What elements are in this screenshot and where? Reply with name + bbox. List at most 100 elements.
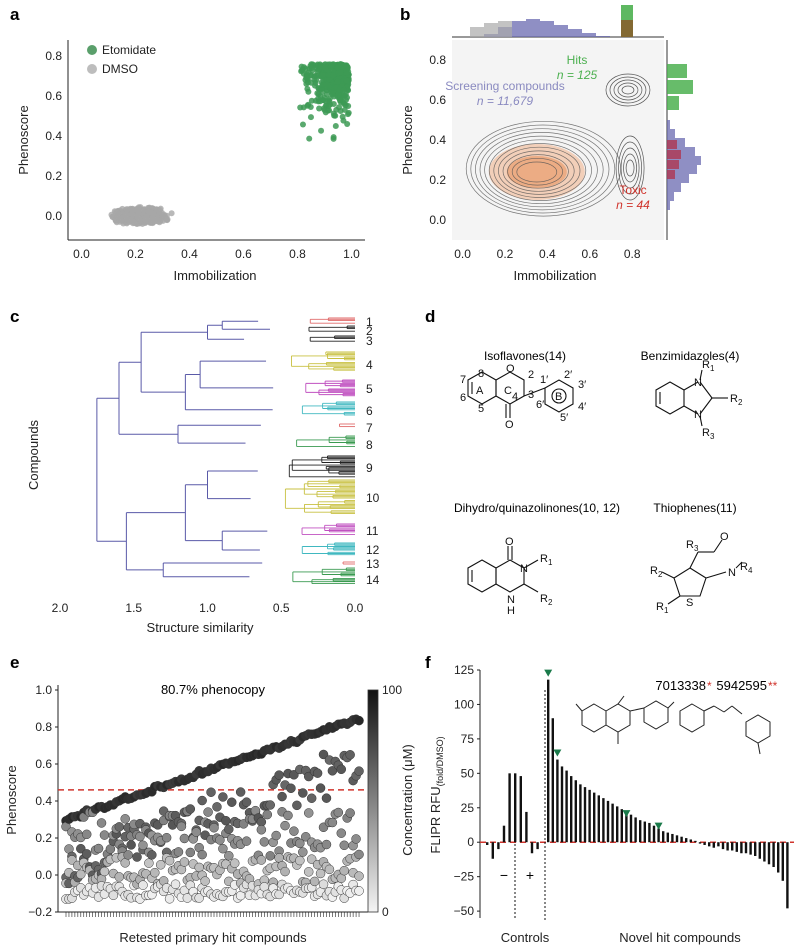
etomidate-point [307, 114, 314, 121]
e-point [333, 807, 344, 818]
svg-text:B: B [555, 391, 562, 403]
c-xtick-label: 1.0 [199, 601, 216, 615]
f-hit-bar [602, 798, 605, 843]
a-ytick-label: 0.6 [45, 89, 62, 103]
e-point [132, 852, 142, 862]
f-compound-2-label: 5942595 [716, 678, 767, 693]
e-point [339, 865, 349, 876]
b-right-histogram [667, 64, 701, 210]
f-hit-bar [588, 789, 591, 843]
f-ytick-label: 0 [467, 835, 474, 849]
e-ytick-label: 0.4 [35, 794, 52, 808]
e-point [339, 840, 349, 851]
e-point [114, 822, 125, 832]
panel-label-f: f [425, 653, 431, 672]
f-hit-bar [648, 822, 651, 843]
e-point [303, 867, 314, 877]
f-compound-1-star: * [707, 679, 712, 693]
e-point [76, 869, 86, 880]
etomidate-point [311, 82, 318, 89]
e-point [321, 793, 332, 803]
etomidate-point [342, 102, 349, 109]
screening-contour [511, 157, 563, 186]
etomidate-point [316, 105, 323, 112]
e-point [351, 834, 361, 844]
etomidate-point [337, 96, 344, 103]
b-contours [465, 73, 651, 217]
screening-contour [488, 139, 592, 201]
e-xticks [65, 912, 360, 917]
right-hist-bar-hits [667, 96, 679, 110]
etomidate-point [298, 67, 305, 74]
right-hist-bar-toxic [667, 140, 677, 149]
b-ytick-label: 0.8 [429, 53, 446, 67]
toxic-contour [625, 159, 635, 177]
top-hist-bar-screening [512, 21, 526, 37]
etomidate-point [319, 72, 326, 79]
dmso-point [168, 210, 175, 217]
etomidate-point [319, 81, 326, 88]
e-point [120, 814, 130, 824]
f-hit-bar [767, 842, 771, 865]
e-point [256, 825, 267, 835]
top-hist-bar-toxic [621, 20, 633, 37]
quinazolinone-structure [467, 546, 539, 593]
svg-text:N: N [520, 563, 528, 575]
f-hit-bar [680, 836, 683, 843]
e-point [191, 827, 201, 837]
f-ytick-label: 125 [454, 663, 474, 677]
b-toxic-label: Toxic [619, 183, 646, 197]
e-point [221, 815, 231, 826]
etomidate-point [330, 110, 337, 117]
e-point [114, 872, 125, 882]
svg-text:A: A [476, 385, 484, 397]
panel-label-e: e [10, 653, 19, 672]
e-point [194, 893, 204, 903]
f-yticks: 125 100 75 50 25 0 −25 −50 [454, 663, 480, 918]
dmso-point [126, 218, 133, 225]
f-compound-1-label: 7013338 [655, 678, 706, 693]
svg-text:2: 2 [528, 369, 534, 381]
c-xtick-label: 2.0 [52, 601, 69, 615]
f-hit-bar [726, 842, 729, 851]
panel-label-b: b [400, 5, 410, 24]
f-bars [486, 669, 789, 909]
e-title: 80.7% phenocopy [161, 682, 266, 697]
b-hits-label: Hits [567, 53, 588, 67]
panel-d-structures: Isoflavones(14) Benzimidazoles(4) Dihydr… [454, 349, 753, 617]
a-ytick-label: 0.2 [45, 169, 62, 183]
f-hit-bar [781, 842, 784, 881]
f-hit-bar [749, 842, 752, 855]
e-point [241, 836, 252, 846]
panel-a-scatter: 0.0 0.2 0.4 0.6 0.8 1.0 0.0 0.2 0.4 0.6 0.8 Immobi… [16, 40, 365, 283]
d-benzimidazoles-label: Benzimidazoles(4) [641, 349, 740, 363]
e-point [147, 850, 157, 860]
e-point [99, 866, 110, 877]
e-colorbar-bottom: 0 [382, 905, 389, 919]
e-point [155, 860, 166, 870]
e-point [123, 850, 133, 860]
dmso-point [159, 214, 166, 221]
e-point [321, 839, 332, 850]
panel-label-d: d [425, 307, 435, 326]
e-point [274, 770, 284, 780]
f-control-bar [502, 825, 506, 843]
f-control-bar [508, 773, 511, 843]
e-point [315, 868, 326, 879]
toxic-contour [618, 141, 642, 195]
f-control-bar [519, 776, 522, 843]
dmso-point [131, 219, 138, 226]
panel-label-a: a [10, 5, 20, 24]
cluster-label-12: 12 [366, 543, 380, 557]
f-hit-bar [560, 766, 564, 843]
f-hit-bar [583, 787, 587, 843]
e-point [209, 822, 219, 833]
f-hit-bar [763, 842, 766, 862]
svg-text:N: N [728, 567, 736, 579]
right-hist-bar-screening [667, 192, 674, 201]
f-control-bar [491, 842, 494, 859]
f-hit-bar [616, 806, 619, 843]
e-point [259, 837, 270, 847]
cluster-label-7: 7 [366, 421, 373, 435]
